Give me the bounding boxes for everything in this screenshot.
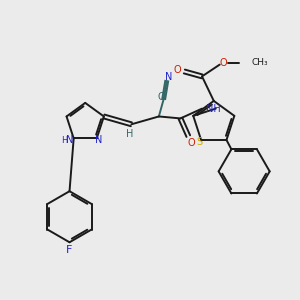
- Text: H: H: [61, 136, 67, 145]
- Text: O: O: [188, 138, 195, 148]
- Text: O: O: [220, 58, 227, 68]
- Text: NH: NH: [206, 103, 221, 114]
- Text: S: S: [196, 137, 202, 147]
- Text: N: N: [165, 72, 172, 82]
- Text: F: F: [66, 245, 73, 255]
- Text: H: H: [126, 129, 133, 139]
- Text: N: N: [95, 135, 102, 146]
- Text: N: N: [66, 135, 74, 146]
- Text: CH₃: CH₃: [251, 58, 268, 67]
- Text: O: O: [174, 64, 181, 74]
- Text: C: C: [158, 92, 164, 102]
